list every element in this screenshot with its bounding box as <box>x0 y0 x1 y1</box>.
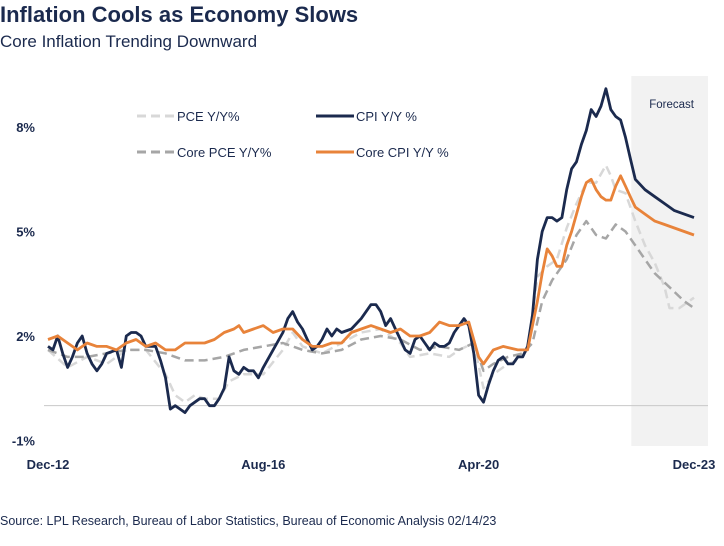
x-tick-label: Dec-12 <box>27 457 70 472</box>
legend-label-pce: PCE Y/Y% <box>177 109 240 124</box>
forecast-label: Forecast <box>649 99 695 111</box>
chart-title: Inflation Cools as Economy Slows <box>0 2 359 27</box>
series-line-pce <box>47 164 695 404</box>
x-axis-ticks: Dec-12 Aug-16 Apr-20 Dec-23 <box>27 457 716 472</box>
y-tick-label: 2% <box>16 329 35 344</box>
forecast-band <box>631 76 708 446</box>
chart-subtitle: Core Inflation Trending Downward <box>0 32 258 51</box>
y-tick-label: 8% <box>16 120 35 135</box>
x-tick-label: Aug-16 <box>241 457 285 472</box>
series-lines <box>47 87 695 414</box>
legend-label-core-cpi: Core CPI Y/Y % <box>356 145 449 160</box>
series-line-core-pce <box>47 219 695 373</box>
y-tick-label: -1% <box>12 434 36 449</box>
series-line-core-cpi <box>47 174 695 366</box>
chart-legend: PCE Y/Y% CPI Y/Y % Core PCE Y/Y% Core CPI Y… <box>137 109 449 160</box>
legend-label-cpi: CPI Y/Y % <box>356 109 417 124</box>
series-line-cpi <box>47 87 695 414</box>
y-tick-label: 5% <box>16 225 35 240</box>
source-note: Source: LPL Research, Bureau of Labor St… <box>0 514 497 528</box>
x-tick-label: Apr-20 <box>458 457 499 472</box>
x-tick-label: Dec-23 <box>673 457 716 472</box>
legend-label-core-pce: Core PCE Y/Y% <box>177 145 272 160</box>
y-axis-ticks: -1% 2% 5% 8% <box>12 120 36 449</box>
